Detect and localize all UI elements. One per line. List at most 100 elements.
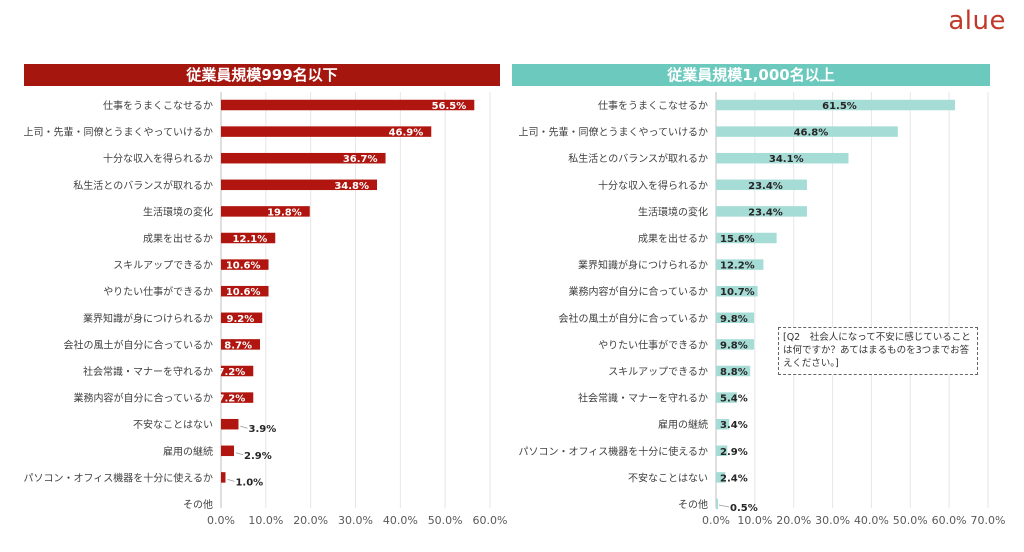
left-bar [221, 259, 269, 270]
right-category-label: 業務内容が自分に合っているか [569, 285, 709, 298]
right-category-label: 十分な収入を得られるか [598, 179, 708, 192]
left-bar [221, 179, 378, 191]
left-data-label: 34.8% [334, 181, 369, 192]
left-data-label: 7.2% [218, 367, 246, 378]
brand-logo: alue [948, 6, 1006, 36]
right-bar [716, 365, 751, 377]
left-bar [221, 392, 254, 403]
right-tick-label: 60.0% [932, 514, 967, 527]
left-bar [221, 445, 235, 457]
survey-question-note: [Q2 社会人になって不安に感じていることは何ですか？あてはまるものを3つまでお… [778, 327, 978, 375]
left-category-label: 会社の風土が自分に合っているか [64, 338, 214, 351]
left-category-label: 成果を出せるか [143, 232, 213, 245]
right-bar [716, 152, 849, 164]
left-bar [221, 418, 239, 430]
right-data-label: 15.6% [720, 234, 755, 245]
left-data-label: 56.5% [432, 101, 467, 112]
right-data-label: 9.8% [720, 314, 748, 325]
right-tick-label: 20.0% [776, 514, 811, 527]
right-bar [716, 472, 726, 483]
right-data-label: 2.4% [720, 473, 748, 484]
right-category-label: 会社の風土が自分に合っているか [559, 312, 709, 325]
right-bar [716, 445, 728, 457]
left-tick-label: 30.0% [338, 514, 373, 527]
right-category-label: 仕事をうまくこなせるか [598, 99, 708, 112]
left-bar [221, 365, 254, 377]
left-tick-label: 20.0% [293, 514, 328, 527]
left-category-label: 上司・先輩・同僚とうまくやっていけるか [24, 126, 214, 139]
right-bar [716, 259, 764, 270]
right-category-label: 上司・先輩・同僚とうまくやっていけるか [519, 126, 709, 139]
left-category-label: スキルアップできるか [113, 260, 213, 272]
right-data-label: 23.4% [748, 181, 783, 192]
left-category-label: パソコン・オフィス機器を十分に使えるか [24, 471, 214, 484]
left-data-label: 12.1% [233, 234, 268, 245]
left-bar [221, 152, 386, 164]
left-bar [221, 232, 276, 244]
left-data-label: 1.0% [235, 477, 263, 488]
left-data-label: 7.2% [218, 394, 246, 405]
right-tick-label: 30.0% [815, 514, 850, 527]
left-data-label: 10.6% [226, 287, 261, 298]
left-data-label: 8.7% [224, 340, 252, 351]
right-bar [716, 99, 955, 111]
left-category-label: やりたい仕事ができるか [103, 285, 213, 298]
left-category-label: 十分な収入を得られるか [103, 152, 213, 165]
left-bar [221, 312, 263, 324]
left-data-label: 36.7% [343, 154, 378, 165]
left-data-label: 3.9% [248, 424, 276, 435]
right-bar [716, 312, 755, 324]
right-bar [716, 232, 777, 244]
right-data-label: 34.1% [769, 154, 804, 165]
left-category-label: 雇用の継続 [163, 445, 213, 458]
right-tick-label: 0.0% [702, 514, 730, 527]
left-bar [221, 99, 475, 111]
left-tick-label: 60.0% [473, 514, 508, 527]
right-tick-label: 10.0% [737, 514, 772, 527]
left-data-label: 9.2% [227, 314, 255, 325]
left-data-label: 46.9% [389, 128, 424, 139]
right-bar [716, 498, 718, 510]
left-data-label: 10.6% [226, 261, 261, 272]
left-category-label: 社会常識・マナーを守れるか [83, 365, 213, 378]
right-category-label: やりたい仕事ができるか [598, 338, 708, 351]
right-bar [716, 392, 737, 403]
right-data-label: 8.8% [720, 367, 748, 378]
left-category-label: 不安なことはない [133, 418, 213, 431]
left-category-label: 生活環境の変化 [143, 205, 213, 218]
left-leader-line [227, 479, 235, 482]
left-data-label: 19.8% [267, 207, 302, 218]
right-category-label: パソコン・オフィス機器を十分に使えるか [519, 445, 709, 458]
right-tick-label: 70.0% [971, 514, 1006, 527]
right-data-label: 0.5% [730, 503, 758, 514]
left-data-label: 2.9% [244, 451, 272, 462]
right-data-label: 5.4% [720, 394, 748, 405]
left-leader-line [235, 452, 244, 456]
right-data-label: 12.2% [720, 261, 755, 272]
right-data-label: 2.9% [720, 447, 748, 458]
right-bar [716, 285, 758, 297]
right-leader-line [718, 504, 730, 508]
right-category-label: 雇用の継続 [658, 418, 708, 431]
left-category-label: 業務内容が自分に合っているか [74, 392, 214, 405]
left-chart-title: 従業員規模999名以下 [24, 64, 500, 86]
right-chart-title: 従業員規模1,000名以上 [512, 64, 990, 86]
left-tick-label: 0.0% [207, 514, 235, 527]
right-tick-label: 50.0% [893, 514, 928, 527]
right-category-label: 私生活とのバランスが取れるか [568, 152, 708, 165]
left-tick-label: 40.0% [383, 514, 418, 527]
right-category-label: その他 [678, 498, 708, 511]
right-data-label: 9.8% [720, 340, 748, 351]
right-bar [716, 339, 755, 350]
left-bar [221, 472, 226, 483]
right-bar [716, 179, 807, 191]
left-leader-line [240, 425, 248, 429]
right-bar [716, 418, 730, 430]
left-category-label: 仕事をうまくこなせるか [103, 99, 213, 112]
left-tick-label: 50.0% [428, 514, 463, 527]
right-category-label: 業界知識が身につけられるか [578, 259, 708, 272]
right-category-label: 成果を出せるか [638, 232, 708, 245]
right-data-label: 23.4% [748, 207, 783, 218]
left-category-label: その他 [183, 498, 213, 511]
